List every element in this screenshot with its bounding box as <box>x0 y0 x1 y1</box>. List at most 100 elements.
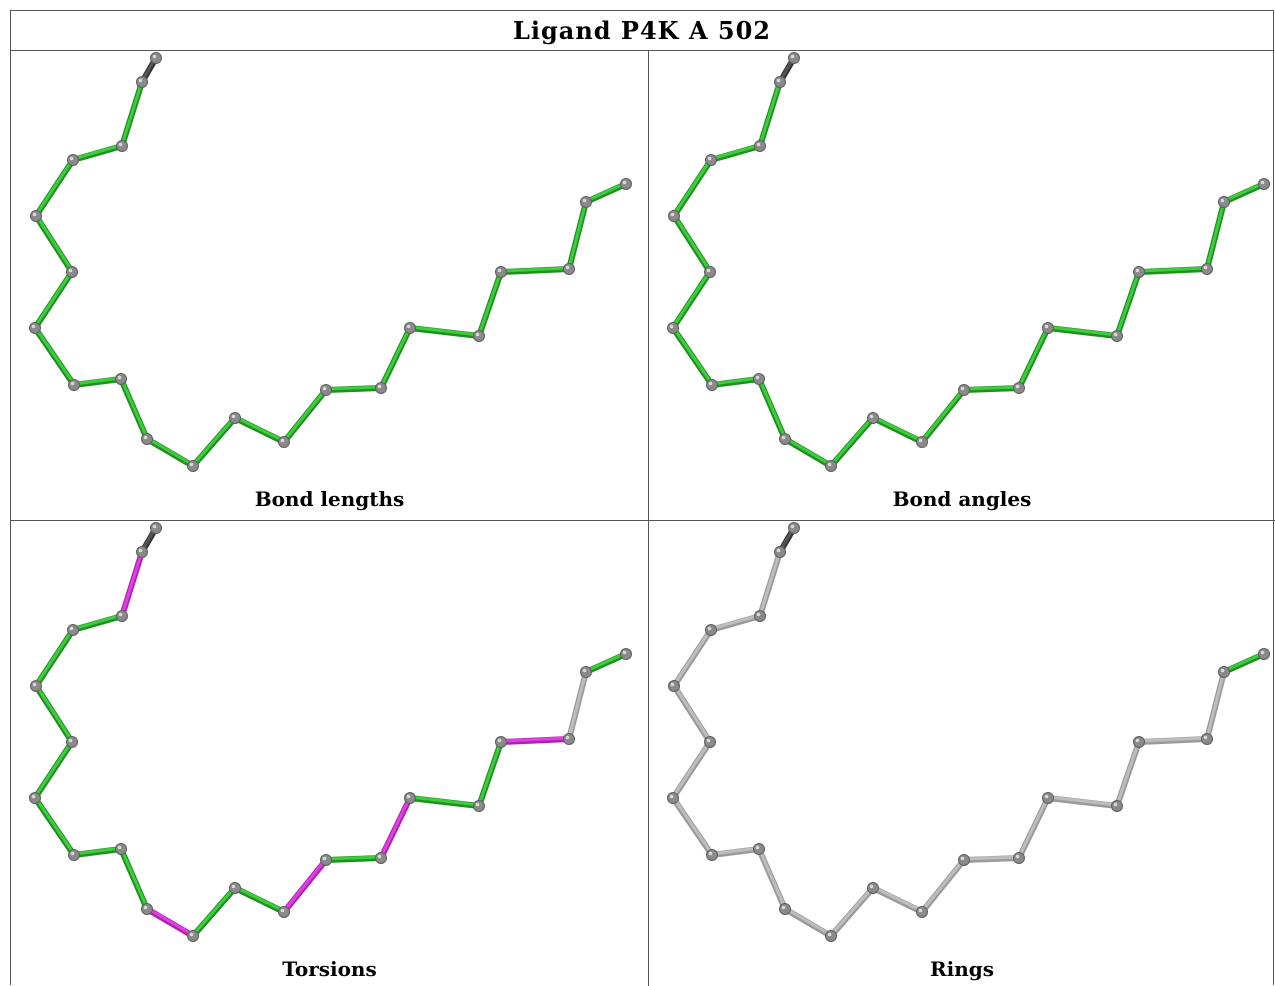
atom <box>141 433 153 445</box>
atom-highlight <box>776 548 781 553</box>
atom-highlight <box>475 332 480 337</box>
bond <box>757 376 787 440</box>
atom <box>704 266 716 278</box>
bond <box>282 857 328 913</box>
atom-highlight <box>622 650 627 655</box>
atom <box>779 433 791 445</box>
atom-highlight <box>1220 668 1225 673</box>
bond <box>672 627 713 687</box>
bond <box>145 906 195 937</box>
panel-caption: Torsions <box>282 957 377 981</box>
bond <box>920 857 966 913</box>
panel-rings: Rings <box>649 521 1275 986</box>
atom-highlight <box>669 794 674 799</box>
atom-highlight <box>790 524 795 529</box>
bond <box>1046 795 1119 807</box>
atom-highlight <box>776 78 781 83</box>
atom <box>1133 266 1145 278</box>
bond <box>1017 795 1050 859</box>
bond <box>671 325 714 386</box>
bond <box>1115 269 1141 337</box>
bond <box>1137 736 1209 743</box>
atom-highlight <box>827 932 832 937</box>
atom-highlight <box>756 142 761 147</box>
atom-highlight <box>231 884 236 889</box>
bond <box>477 269 503 337</box>
bond <box>1115 739 1141 807</box>
atom <box>1111 800 1123 812</box>
atom-highlight <box>70 381 75 386</box>
atom-highlight <box>755 375 760 380</box>
bond <box>119 846 149 910</box>
atom <box>1218 666 1230 678</box>
atom <box>495 266 507 278</box>
atom-highlight <box>377 384 382 389</box>
atom-highlight <box>755 845 760 850</box>
atom <box>116 610 128 622</box>
bond <box>499 736 571 743</box>
atom-highlight <box>70 851 75 856</box>
atom-highlight <box>143 905 148 910</box>
panel-caption: Rings <box>929 957 994 981</box>
atom <box>141 903 153 915</box>
molecule-view <box>667 522 1270 942</box>
bond <box>710 376 761 386</box>
bond <box>871 415 924 443</box>
atom <box>320 854 332 866</box>
atom-highlight <box>31 324 36 329</box>
atom-highlight <box>781 905 786 910</box>
atom-highlight <box>790 54 795 59</box>
atom <box>867 882 879 894</box>
atom-highlight <box>756 612 761 617</box>
atom <box>668 210 680 222</box>
bond <box>477 739 503 807</box>
atom <box>136 546 148 558</box>
bond <box>709 143 762 161</box>
atom-highlight <box>32 212 37 217</box>
atom-highlight <box>869 884 874 889</box>
atom-highlight <box>118 612 123 617</box>
atom-highlight <box>669 324 674 329</box>
atom-highlight <box>1113 802 1118 807</box>
panel-caption: Bond angles <box>892 487 1032 511</box>
atom-highlight <box>68 268 73 273</box>
atom <box>774 546 786 558</box>
bond <box>584 651 628 673</box>
bond <box>671 795 714 856</box>
bond <box>34 213 74 273</box>
bond <box>758 549 782 617</box>
bond <box>709 613 762 631</box>
atom-highlight <box>1015 384 1020 389</box>
atom <box>136 76 148 88</box>
atom <box>187 460 199 472</box>
bond <box>499 266 571 273</box>
atom-highlight <box>706 268 711 273</box>
panel-torsions: Torsions <box>11 521 649 986</box>
atom <box>580 196 592 208</box>
atom-highlight <box>406 794 411 799</box>
atom <box>620 178 632 190</box>
atom <box>1201 263 1213 275</box>
atom-highlight <box>1135 738 1140 743</box>
atom <box>788 522 800 534</box>
atom <box>278 906 290 918</box>
atom <box>116 140 128 152</box>
atom-highlight <box>1260 650 1265 655</box>
molecule-view <box>29 52 632 472</box>
atom-highlight <box>189 932 194 937</box>
atom <box>29 792 41 804</box>
atom-highlight <box>69 156 74 161</box>
bond <box>72 376 123 386</box>
atom-highlight <box>582 198 587 203</box>
atom-highlight <box>1203 265 1208 270</box>
atom-highlight <box>406 324 411 329</box>
atom <box>620 648 632 660</box>
atom-highlight <box>152 54 157 59</box>
bond <box>757 846 787 910</box>
bond <box>829 415 875 467</box>
atom <box>229 882 241 894</box>
bond <box>672 213 712 273</box>
atom-highlight <box>31 794 36 799</box>
figure-title: Ligand P4K A 502 <box>513 16 771 45</box>
atom <box>30 680 42 692</box>
